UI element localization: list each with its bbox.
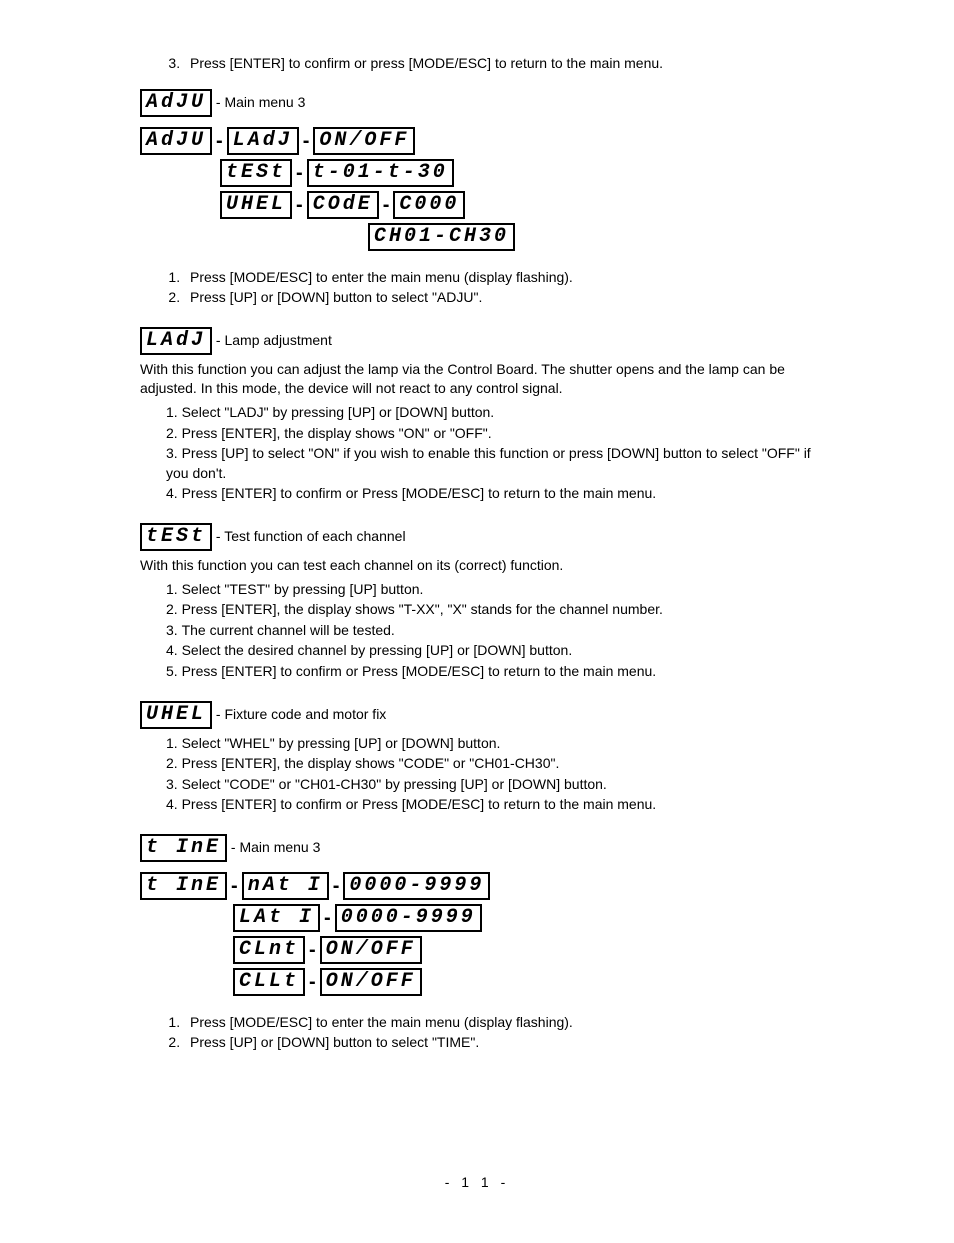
seg-display-ladj: LAdJ bbox=[140, 327, 212, 355]
test-section: tESt - Test function of each channel Wit… bbox=[140, 522, 814, 682]
list-item: Press [UP] or [DOWN] button to select "A… bbox=[184, 288, 814, 308]
list-item: Press [MODE/ESC] to enter the main menu … bbox=[184, 268, 814, 288]
seg-tree-node: LAdJ bbox=[227, 127, 299, 155]
time-section: t InE - Main menu 3 t InE-nAt I-0000-999… bbox=[140, 833, 814, 1053]
uhel-steps: Select "WHEL" by pressing [UP] or [DOWN]… bbox=[140, 734, 814, 815]
list-item: Press [UP] or [DOWN] button to select "T… bbox=[184, 1033, 814, 1053]
tree-dash: - bbox=[292, 191, 307, 219]
list-item: Press [ENTER], the display shows "T-XX",… bbox=[160, 600, 814, 620]
time-steps: Press [MODE/ESC] to enter the main menu … bbox=[140, 1013, 814, 1053]
adju-section: AdJU - Main menu 3 AdJU-LAdJ-ON/OFF tESt… bbox=[140, 88, 814, 308]
seg-tree-node: CLLt bbox=[233, 968, 305, 996]
tree-dash: - bbox=[305, 968, 320, 996]
seg-tree-node: LAt I bbox=[233, 904, 320, 932]
tree-dash: - bbox=[299, 127, 314, 155]
test-label: - Test function of each channel bbox=[216, 528, 406, 544]
seg-tree-node: ON/OFF bbox=[320, 936, 422, 964]
list-item: Press [MODE/ESC] to enter the main menu … bbox=[184, 1013, 814, 1033]
list-item: Press [ENTER] to confirm or Press [MODE/… bbox=[160, 484, 814, 504]
list-item: Select "WHEL" by pressing [UP] or [DOWN]… bbox=[160, 734, 814, 754]
seg-tree-node: nAt I bbox=[242, 872, 329, 900]
ladj-description: With this function you can adjust the la… bbox=[140, 360, 814, 399]
list-item: Press [ENTER], the display shows "ON" or… bbox=[160, 424, 814, 444]
list-item: Press [UP] to select "ON" if you wish to… bbox=[160, 444, 814, 483]
adju-label: - Main menu 3 bbox=[216, 94, 305, 110]
tree-dash: - bbox=[292, 159, 307, 187]
tree-dash: - bbox=[305, 936, 320, 964]
tree-dash: - bbox=[379, 191, 394, 219]
list-item: Select "LADJ" by pressing [UP] or [DOWN]… bbox=[160, 403, 814, 423]
list-item: Select "CODE" or "CH01-CH30" by pressing… bbox=[160, 775, 814, 795]
uhel-label: - Fixture code and motor fix bbox=[216, 706, 386, 722]
list-item: Select "TEST" by pressing [UP] button. bbox=[160, 580, 814, 600]
tree-dash: - bbox=[320, 904, 335, 932]
seg-tree-node: COdE bbox=[307, 191, 379, 219]
test-steps: Select "TEST" by pressing [UP] button. P… bbox=[140, 580, 814, 682]
ladj-section: LAdJ - Lamp adjustment With this functio… bbox=[140, 326, 814, 504]
seg-display-uhel: UHEL bbox=[140, 701, 212, 729]
seg-tree-node: C000 bbox=[393, 191, 465, 219]
list-item: Press [ENTER] to confirm or press [MODE/… bbox=[184, 54, 814, 74]
list-item: The current channel will be tested. bbox=[160, 621, 814, 641]
uhel-section: UHEL - Fixture code and motor fix Select… bbox=[140, 700, 814, 815]
ladj-steps: Select "LADJ" by pressing [UP] or [DOWN]… bbox=[140, 403, 814, 504]
seg-display-time: t InE bbox=[140, 834, 227, 862]
seg-tree-node: ON/OFF bbox=[320, 968, 422, 996]
tree-dash: - bbox=[227, 872, 242, 900]
seg-tree-node: CLnt bbox=[233, 936, 305, 964]
list-item: Select the desired channel by pressing [… bbox=[160, 641, 814, 661]
time-label: - Main menu 3 bbox=[231, 839, 320, 855]
test-description: With this function you can test each cha… bbox=[140, 556, 814, 576]
seg-tree-node: ON/OFF bbox=[313, 127, 415, 155]
tree-dash: - bbox=[212, 127, 227, 155]
seg-tree-node: t-01-t-30 bbox=[307, 159, 454, 187]
list-item: Press [ENTER], the display shows "CODE" … bbox=[160, 754, 814, 774]
adju-steps: Press [MODE/ESC] to enter the main menu … bbox=[140, 268, 814, 308]
seg-tree-node: UHEL bbox=[220, 191, 292, 219]
time-menu-tree: t InE-nAt I-0000-9999 LAt I-0000-9999 CL… bbox=[140, 871, 814, 997]
adju-menu-tree: AdJU-LAdJ-ON/OFF tESt-t-01-t-30 UHEL-COd… bbox=[140, 126, 814, 252]
page-number: - 1 1 - bbox=[140, 1173, 814, 1193]
seg-display-test: tESt bbox=[140, 523, 212, 551]
top-continuation-list: Press [ENTER] to confirm or press [MODE/… bbox=[140, 54, 814, 74]
seg-tree-node: CH01-CH30 bbox=[368, 223, 515, 251]
ladj-label: - Lamp adjustment bbox=[216, 332, 332, 348]
seg-display-adju: AdJU bbox=[140, 89, 212, 117]
tree-dash: - bbox=[329, 872, 344, 900]
seg-tree-node: tESt bbox=[220, 159, 292, 187]
seg-tree-node: AdJU bbox=[140, 127, 212, 155]
list-item: Press [ENTER] to confirm or Press [MODE/… bbox=[160, 662, 814, 682]
list-item: Press [ENTER] to confirm or Press [MODE/… bbox=[160, 795, 814, 815]
seg-tree-node: 0000-9999 bbox=[335, 904, 482, 932]
seg-tree-node: t InE bbox=[140, 872, 227, 900]
seg-tree-node: 0000-9999 bbox=[343, 872, 490, 900]
